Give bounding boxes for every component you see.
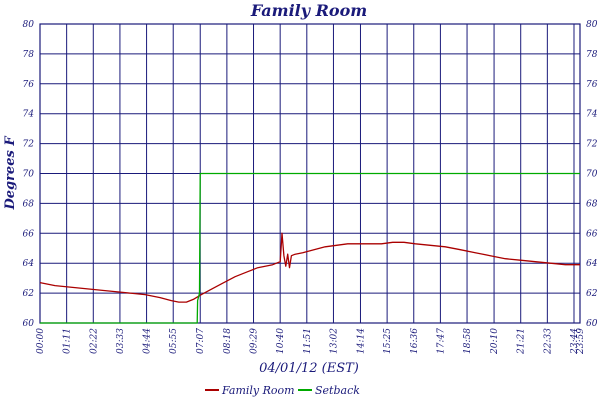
x-tick-label: 09:29 xyxy=(250,328,260,354)
series-line-setback xyxy=(40,172,580,324)
x-tick-label: 21:21 xyxy=(517,328,527,355)
legend: Family Room Setback xyxy=(205,384,360,397)
x-tick-label: 02:22 xyxy=(89,328,99,354)
y-tick-label-left: 64 xyxy=(23,259,35,269)
y-tick-label-right: 80 xyxy=(586,20,598,30)
y-tick-label-left: 68 xyxy=(23,199,35,209)
x-tick-label: 00:00 xyxy=(36,328,46,354)
x-tick-label: 22:33 xyxy=(543,328,553,355)
y-tick-label-right: 60 xyxy=(586,319,598,329)
series-line-family-room xyxy=(39,232,580,303)
x-tick-label: 04:44 xyxy=(143,328,153,354)
x-tick-label: 07:07 xyxy=(196,328,206,354)
x-axis-label: 04/01/12 (EST) xyxy=(259,361,359,376)
y-tick-label-right: 74 xyxy=(586,110,598,120)
legend-label: Setback xyxy=(315,384,360,397)
x-tick-label: 16:36 xyxy=(410,328,420,354)
y-tick-label-right: 62 xyxy=(586,289,598,299)
x-tick-label: 03:33 xyxy=(116,328,126,354)
x-tick-label: 11:51 xyxy=(303,328,313,354)
y-tick-label-left: 72 xyxy=(23,140,35,150)
x-tick-label: 20:10 xyxy=(490,328,500,355)
y-tick-label-right: 68 xyxy=(586,199,598,209)
series-lines xyxy=(39,172,580,324)
x-tick-label: 01:11 xyxy=(63,328,73,354)
y-tick-label-right: 66 xyxy=(586,229,598,239)
chart-title: Family Room xyxy=(250,1,367,20)
legend-label: Family Room xyxy=(221,384,295,397)
x-tick-label: 05:55 xyxy=(169,328,179,354)
y-tick-label-left: 74 xyxy=(23,110,35,120)
x-tick-label: 15:25 xyxy=(383,328,393,354)
y-tick-label-left: 60 xyxy=(23,319,35,329)
y-tick-label-right: 78 xyxy=(586,50,598,60)
y-axis-label: Degrees F xyxy=(3,136,18,211)
x-tick-label: 13:02 xyxy=(329,328,339,354)
x-tick-label: 08:18 xyxy=(223,328,233,354)
y-tick-label-right: 70 xyxy=(586,170,598,180)
y-tick-label-left: 80 xyxy=(23,20,35,30)
y-tick-label-left: 78 xyxy=(23,50,35,60)
y-tick-label-left: 66 xyxy=(23,229,35,239)
y-tick-label-right: 72 xyxy=(586,140,598,150)
x-tick-label: 18:58 xyxy=(463,328,473,354)
y-tick-label-left: 62 xyxy=(23,289,35,299)
x-tick-label: 10:40 xyxy=(276,328,286,354)
x-tick-label: 17:47 xyxy=(436,328,446,354)
y-tick-label-right: 76 xyxy=(586,80,598,90)
x-tick-label: 23:44 xyxy=(570,328,580,355)
y-tick-label-right: 64 xyxy=(586,259,598,269)
x-tick-label: 23:59 xyxy=(576,328,586,355)
y-tick-label-left: 76 xyxy=(23,80,35,90)
x-tick-label: 14:14 xyxy=(356,328,366,354)
tick-labels: 60 60 62 62 64 64 66 66 68 68 70 70 72 72 74 74 76 76 78 78… xyxy=(23,20,598,355)
y-tick-label-left: 70 xyxy=(23,170,35,180)
